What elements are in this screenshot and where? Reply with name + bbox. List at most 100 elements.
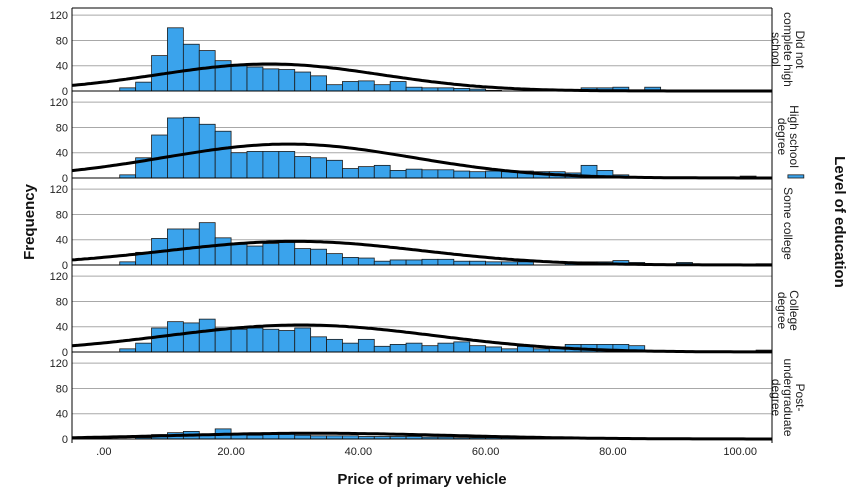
y-tick-label: 120: [50, 97, 68, 109]
histogram-bar: [421, 345, 439, 353]
histogram-bar: [405, 168, 423, 179]
y-tick-label: 40: [56, 61, 68, 73]
x-axis: .00 20.00 40.00 60.00 80.00 100.00: [96, 446, 757, 458]
histogram-bar: [294, 434, 312, 440]
histogram-bar: [342, 81, 359, 92]
histogram-bar: [262, 434, 280, 440]
histogram-bar: [389, 81, 407, 92]
y-tick-label: 0: [62, 86, 68, 98]
histogram-bar: [437, 169, 455, 179]
x-tick-label: .00: [96, 446, 111, 458]
histogram-bar: [326, 159, 343, 179]
panel-label-line: Some college: [781, 187, 795, 260]
histogram-bar: [230, 328, 248, 353]
histogram-bar: [437, 342, 455, 353]
panel-label-line: degree: [769, 379, 783, 417]
panels-layer: 0 40 80 120 Did notcomplete highschool 0 40 80 1…: [50, 7, 807, 446]
histogram-bar: [357, 338, 375, 353]
histogram-bar: [230, 65, 248, 92]
histogram-bar: [357, 257, 375, 266]
histogram-bar: [151, 327, 168, 353]
histogram-bar: [135, 342, 152, 353]
histogram-bar: [342, 168, 359, 179]
histogram-bar: [310, 75, 327, 92]
histogram-bar: [278, 241, 296, 266]
histogram-bar: [246, 245, 264, 266]
panel-2: 0 40 80 120 High schooldegree: [50, 97, 805, 185]
histogram-bar: [389, 170, 407, 179]
histogram-bar: [294, 71, 312, 92]
histogram-bar: [485, 346, 502, 353]
histogram-bar: [294, 248, 312, 266]
y-axis-title: Frequency: [21, 183, 38, 260]
panel-label: High schooldegree: [775, 105, 801, 168]
histogram-bar: [342, 342, 359, 353]
histogram-bar: [437, 258, 455, 266]
panel-label: Collegedegree: [775, 290, 801, 331]
histogram-bar: [469, 345, 487, 353]
panel-label-line: Did not: [793, 30, 807, 69]
histogram-bar: [246, 66, 264, 92]
histogram-bar: [310, 248, 327, 266]
y-tick-label: 120: [50, 358, 68, 370]
histogram-bar: [294, 327, 312, 353]
histogram-bar: [373, 84, 391, 92]
histogram-bar: [342, 257, 359, 266]
normal-curve: [71, 323, 772, 354]
panel-label-line: Post-: [793, 383, 807, 411]
x-tick-label: 20.00: [217, 446, 245, 458]
histogram-bar: [373, 260, 391, 266]
panel-label-line: degree: [775, 292, 789, 330]
panel-label-line: undergraduate: [781, 358, 795, 436]
histogram-bar: [262, 243, 280, 266]
histogram-bar: [389, 259, 407, 266]
panel-label: Post-undergraduatedegree: [769, 358, 807, 436]
histogram-bar: [326, 84, 343, 92]
histogram-bar: [246, 151, 264, 179]
histogram-bar: [182, 116, 200, 179]
histogram-bar: [294, 156, 312, 179]
panel-label-line: complete high: [781, 12, 795, 87]
histogram-bar: [421, 169, 439, 179]
y-tick-label: 40: [56, 322, 68, 334]
panel-label: Some college: [781, 187, 795, 260]
x-axis-title: Price of primary vehicle: [337, 471, 506, 488]
y-tick-label: 40: [56, 409, 68, 421]
histogram-bar: [357, 80, 375, 92]
y-tick-label: 0: [62, 347, 68, 359]
y-tick-label: 80: [56, 383, 68, 395]
histogram-bar: [405, 86, 423, 92]
histogram-bar: [246, 327, 264, 353]
y-tick-label: 80: [56, 296, 68, 308]
panel-1: 0 40 80 120 Did notcomplete highschool: [50, 10, 807, 98]
panel-label-line: High school: [787, 105, 801, 168]
panel-3: 0 40 80 120 Some college: [50, 184, 795, 272]
y-tick-label: 0: [62, 173, 68, 185]
histogram-bar: [262, 68, 280, 92]
y-tick-label: 0: [62, 260, 68, 272]
histogram-bar: [198, 318, 216, 353]
histogram-bar: [373, 345, 391, 353]
y-tick-label: 40: [56, 148, 68, 160]
histogram-bar: [405, 342, 423, 353]
histogram-bar: [310, 157, 327, 179]
panel-4: 0 40 80 120 Collegedegree: [50, 271, 801, 359]
panel-label-line: College: [787, 290, 801, 331]
histogram-bar: [262, 151, 280, 179]
histogram-bar: [214, 327, 232, 353]
y-tick-label: 40: [56, 235, 68, 247]
histogram-bar: [453, 170, 471, 179]
histogram-bar: [453, 260, 471, 266]
histogram-bar: [135, 81, 152, 92]
histogram-bar: [167, 27, 184, 92]
histogram-bar: [262, 328, 280, 353]
x-tick-label: 40.00: [345, 446, 373, 458]
histogram-bar: [357, 166, 375, 179]
histogram-bar: [326, 338, 343, 353]
histogram-bar: [230, 243, 248, 266]
histogram-bar: [167, 228, 184, 266]
histogram-bar: [278, 330, 296, 353]
histogram-bar: [278, 69, 296, 92]
y-tick-label: 120: [50, 271, 68, 283]
y-tick-label: 80: [56, 209, 68, 221]
